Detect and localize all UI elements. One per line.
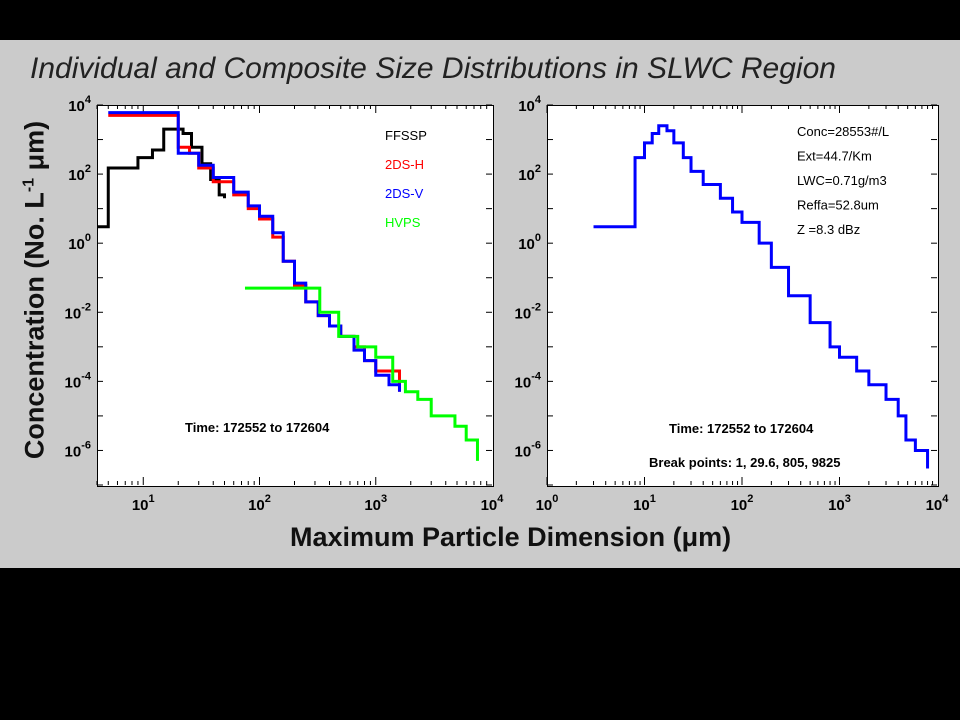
y-tick-label: 10-6 — [515, 439, 541, 460]
info-line: Z =8.3 dBz — [797, 222, 860, 237]
y-tick-label: 104 — [518, 94, 542, 115]
y-tick-label: 102 — [518, 163, 541, 184]
y-tick-label: 104 — [68, 94, 92, 115]
info-line: Reffa=52.8um — [797, 198, 879, 213]
series-hvps — [244, 286, 479, 461]
x-tick-label: 103 — [828, 493, 851, 514]
series-ffssp — [97, 127, 227, 229]
series-2ds-v — [108, 111, 401, 392]
x-axis-label: Maximum Particle Dimension (μm) — [290, 522, 732, 552]
x-tick-label: 103 — [364, 493, 387, 514]
legend-entry: 2DS-H — [385, 157, 424, 172]
y-tick-label: 10-2 — [515, 301, 541, 322]
info-line: Conc=28553#/L — [797, 124, 889, 139]
y-tick-label: 100 — [68, 232, 91, 253]
time-annotation: Time: 172552 to 172604 — [669, 421, 814, 436]
y-tick-label: 10-4 — [515, 370, 542, 391]
y-tick-label: 10-6 — [65, 439, 91, 460]
y-tick-label: 10-4 — [65, 370, 92, 391]
x-tick-label: 101 — [132, 493, 155, 514]
x-tick-label: 104 — [481, 493, 505, 514]
info-line: LWC=0.71g/m3 — [797, 173, 887, 188]
slide-title: Individual and Composite Size Distributi… — [30, 52, 836, 85]
y-tick-label: 100 — [518, 232, 541, 253]
left-chart-panel — [97, 105, 494, 487]
series-composite — [593, 124, 930, 469]
x-tick-label: 101 — [633, 493, 656, 514]
x-tick-label: 102 — [248, 493, 271, 514]
legend-entry: HVPS — [385, 215, 421, 230]
x-tick-label: 104 — [926, 493, 950, 514]
x-tick-label: 100 — [536, 493, 559, 514]
legend-entry: FFSSP — [385, 128, 427, 143]
time-annotation: Time: 172552 to 172604 — [185, 420, 330, 435]
x-tick-label: 102 — [731, 493, 754, 514]
y-tick-label: 102 — [68, 163, 91, 184]
right-chart-panel — [547, 105, 939, 487]
info-line: Ext=44.7/Km — [797, 149, 872, 164]
legend-entry: 2DS-V — [385, 186, 424, 201]
break-points-annotation: Break points: 1, 29.6, 805, 9825 — [649, 455, 841, 470]
y-tick-label: 10-2 — [65, 301, 91, 322]
